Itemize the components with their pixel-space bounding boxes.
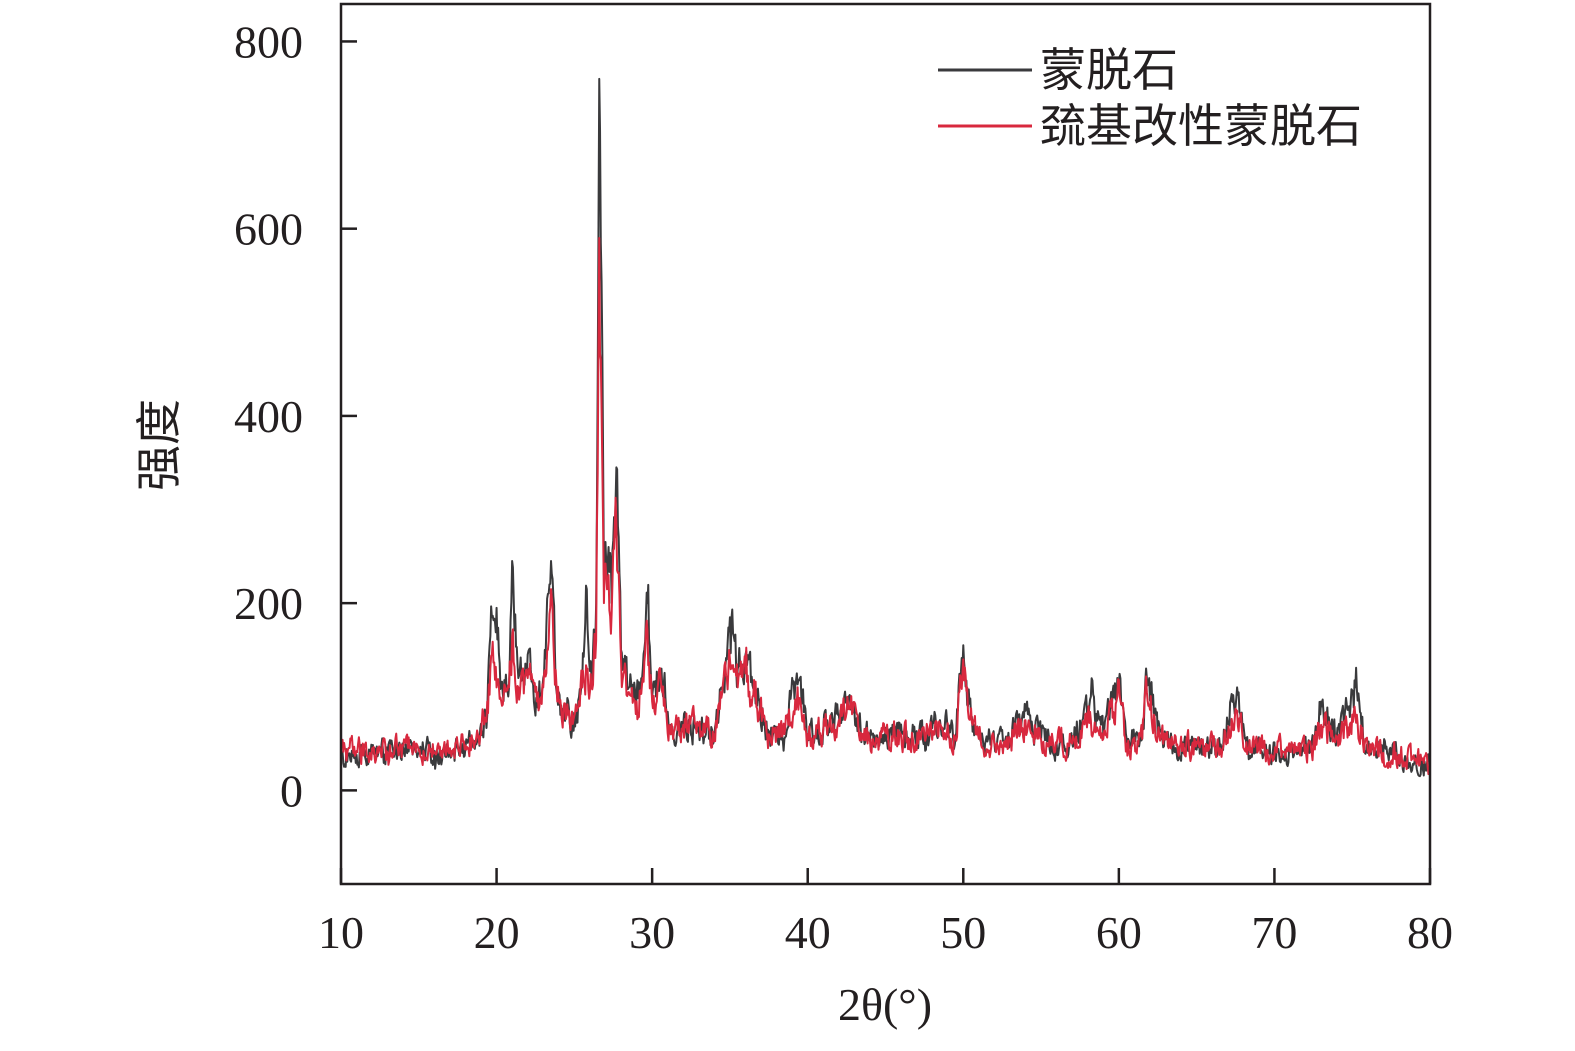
x-axis-title: 2θ(°)	[838, 979, 932, 1030]
x-tick-label-4: 50	[940, 907, 986, 958]
x-tick-label-1: 20	[474, 907, 520, 958]
plot-frame	[339, 2, 1432, 886]
y-tick-label-4: 800	[234, 16, 303, 67]
legend-label-thiol-modified-montmorillonite: 巯基改性蒙脱石	[1040, 101, 1362, 152]
x-tick-label-5: 60	[1096, 907, 1142, 958]
series-layer	[340, 77, 1431, 778]
x-tick-label-3: 40	[785, 907, 831, 958]
series-line-1	[340, 237, 1431, 776]
y-tick-label-1: 200	[234, 578, 303, 629]
y-tick-label-3: 600	[234, 204, 303, 255]
y-tick-label-2: 400	[234, 391, 303, 442]
x-tick-label-0: 10	[318, 907, 364, 958]
series-line-0	[340, 77, 1431, 778]
x-tick-label-2: 30	[629, 907, 675, 958]
y-tick-label-0: 0	[280, 765, 303, 816]
x-tick-label-6: 70	[1251, 907, 1297, 958]
legend-label-montmorillonite: 蒙脱石	[1040, 45, 1178, 96]
y-axis-title: 强度	[134, 399, 185, 491]
legend: 蒙脱石 巯基改性蒙脱石	[938, 45, 1362, 152]
x-tick-label-7: 80	[1407, 907, 1453, 958]
